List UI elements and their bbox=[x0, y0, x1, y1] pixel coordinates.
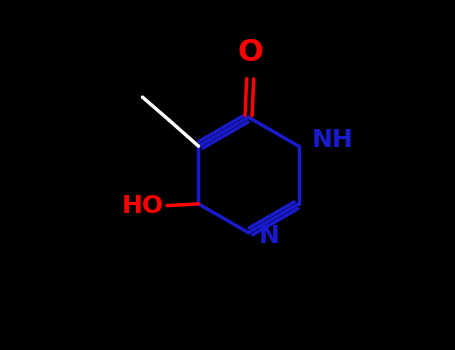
Text: O: O bbox=[238, 38, 263, 67]
Text: N: N bbox=[259, 224, 280, 247]
Text: HO: HO bbox=[121, 194, 163, 218]
Text: NH: NH bbox=[312, 128, 354, 152]
